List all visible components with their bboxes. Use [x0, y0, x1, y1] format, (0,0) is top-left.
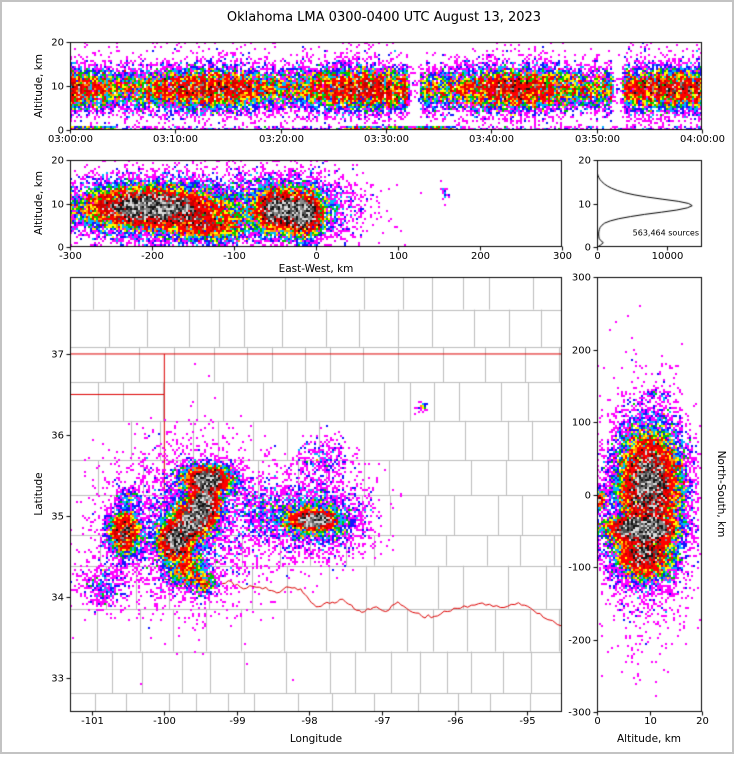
- time-height-panel: [58, 30, 714, 142]
- east-west-canvas: [58, 148, 574, 259]
- x-tick-label: 03:40:00: [469, 134, 514, 145]
- map-panel: [58, 265, 574, 724]
- y-tick-label: 10: [51, 199, 64, 210]
- y-tick-label: 34: [51, 592, 64, 603]
- x-tick-label: -98: [301, 716, 318, 727]
- y-tick-label: -200: [568, 635, 591, 646]
- altitude-histogram-panel: [585, 148, 714, 259]
- y-tick-label: 33: [51, 673, 64, 684]
- x-tick-label: 04:00:00: [680, 134, 725, 145]
- x-tick-label: 0: [594, 716, 601, 727]
- north-south-panel: [585, 265, 714, 724]
- y-tick-label: 10: [51, 81, 64, 92]
- x-tick-label: -100: [153, 716, 176, 727]
- x-tick-label: 200: [470, 251, 491, 262]
- map-canvas: [58, 265, 574, 724]
- x-tick-label: -300: [59, 251, 82, 262]
- x-tick-label: -101: [81, 716, 104, 727]
- x-tick-label: -97: [374, 716, 391, 727]
- x-tick-label: 10: [644, 716, 657, 727]
- figure-title: Oklahoma LMA 0300-0400 UTC August 13, 20…: [226, 10, 542, 25]
- y-tick-label: 300: [571, 272, 591, 283]
- map-xlabel: Longitude: [289, 733, 343, 745]
- x-tick-label: 20: [696, 716, 709, 727]
- x-tick-label: -95: [519, 716, 536, 727]
- y-tick-label: 0: [584, 242, 591, 253]
- y-tick-label: -100: [568, 562, 591, 573]
- y-tick-label: 20: [578, 155, 591, 166]
- time-height-canvas: [58, 30, 714, 142]
- y-tick-label: 37: [51, 349, 64, 360]
- y-tick-label: 0: [57, 125, 64, 136]
- x-tick-label: 03:10:00: [153, 134, 198, 145]
- x-tick-label: 100: [388, 251, 409, 262]
- east-west-ylabel: Altitude, km: [33, 170, 45, 236]
- x-tick-label: 03:00:00: [48, 134, 93, 145]
- east-west-panel: [58, 148, 574, 259]
- y-tick-label: 20: [51, 155, 64, 166]
- y-tick-label: -300: [568, 707, 591, 718]
- x-tick-label: 300: [552, 251, 573, 262]
- y-tick-label: 20: [51, 37, 64, 48]
- x-tick-label: 10000: [651, 251, 684, 262]
- map-ylabel: Latitude: [33, 472, 45, 516]
- y-tick-label: 35: [51, 511, 64, 522]
- north-south-canvas: [585, 265, 714, 724]
- x-tick-label: 0: [313, 251, 320, 262]
- y-tick-label: 0: [57, 242, 64, 253]
- source-count-annotation: 563,464 sources: [632, 228, 699, 238]
- x-tick-label: 03:30:00: [364, 134, 409, 145]
- x-tick-label: 03:20:00: [259, 134, 304, 145]
- north-south-xlabel: Altitude, km: [616, 733, 682, 745]
- altitude-histogram-canvas: [585, 148, 714, 259]
- time-height-ylabel: Altitude, km: [33, 53, 45, 119]
- x-tick-label: 03:50:00: [575, 134, 620, 145]
- north-south-ylabel: North-South, km: [715, 450, 727, 538]
- y-tick-label: 10: [578, 199, 591, 210]
- x-tick-label: -99: [229, 716, 246, 727]
- y-tick-label: 200: [571, 345, 591, 356]
- y-tick-label: 0: [584, 490, 591, 501]
- x-tick-label: -96: [447, 716, 464, 727]
- y-tick-label: 100: [571, 417, 591, 428]
- x-tick-label: 0: [594, 251, 601, 262]
- east-west-xlabel: East-West, km: [278, 263, 354, 275]
- x-tick-label: -200: [141, 251, 164, 262]
- x-tick-label: -100: [223, 251, 246, 262]
- y-tick-label: 36: [51, 430, 64, 441]
